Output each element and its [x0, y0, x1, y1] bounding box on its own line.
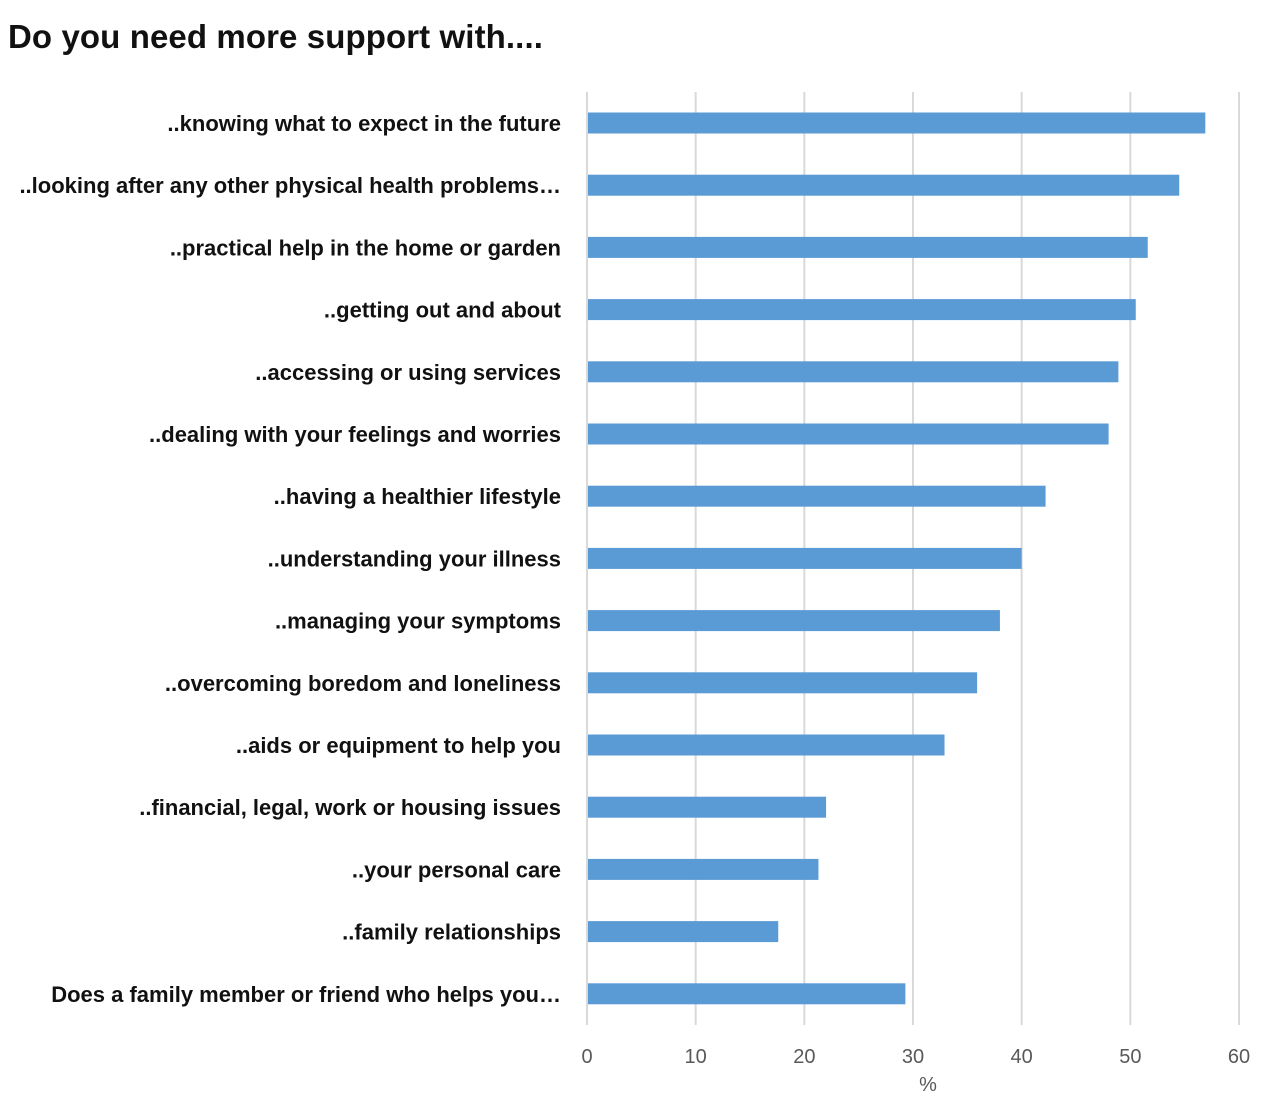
bar [588, 796, 827, 818]
bar [588, 734, 945, 756]
category-label: ..practical help in the home or garden [170, 235, 561, 260]
category-label: ..dealing with your feelings and worries [149, 422, 561, 447]
bar [588, 112, 1206, 134]
category-labels: ..knowing what to expect in the future..… [19, 111, 561, 1007]
bars [588, 112, 1206, 1005]
x-tick-label: 10 [685, 1046, 707, 1068]
category-label: ..knowing what to expect in the future [167, 111, 561, 136]
category-label: ..your personal care [352, 857, 561, 882]
bar [588, 423, 1109, 445]
x-tick-label: 50 [1119, 1046, 1141, 1068]
category-label: ..looking after any other physical healt… [19, 173, 561, 198]
category-label: ..financial, legal, work or housing issu… [139, 795, 561, 820]
x-axis-tick-labels: 0 10 20 30 40 50 60 [581, 1046, 1250, 1068]
bar [588, 921, 779, 943]
bar [588, 672, 978, 694]
bar [588, 236, 1148, 258]
x-axis-title: % [919, 1074, 937, 1096]
category-label: Does a family member or friend who helps… [51, 982, 561, 1007]
category-label: ..getting out and about [324, 298, 562, 323]
category-label: ..having a healthier lifestyle [274, 484, 561, 509]
x-tick-label: 30 [902, 1046, 924, 1068]
x-tick-label: 20 [793, 1046, 815, 1068]
category-label: ..aids or equipment to help you [236, 733, 561, 758]
x-tick-label: 40 [1011, 1046, 1033, 1068]
category-label: ..managing your symptoms [275, 609, 561, 634]
category-label: ..accessing or using services [255, 360, 561, 385]
bar [588, 547, 1022, 569]
bar [588, 485, 1046, 507]
category-label: ..understanding your illness [268, 546, 561, 571]
x-tick-label: 60 [1228, 1046, 1250, 1068]
bar [588, 858, 819, 880]
category-label: ..family relationships [342, 920, 561, 945]
bar [588, 610, 1000, 632]
bar [588, 983, 906, 1005]
chart-title: Do you need more support with.... [8, 18, 543, 55]
bar [588, 174, 1180, 196]
bar [588, 299, 1136, 321]
bar [588, 361, 1119, 383]
category-label: ..overcoming boredom and loneliness [165, 671, 561, 696]
x-tick-label: 0 [581, 1046, 592, 1068]
